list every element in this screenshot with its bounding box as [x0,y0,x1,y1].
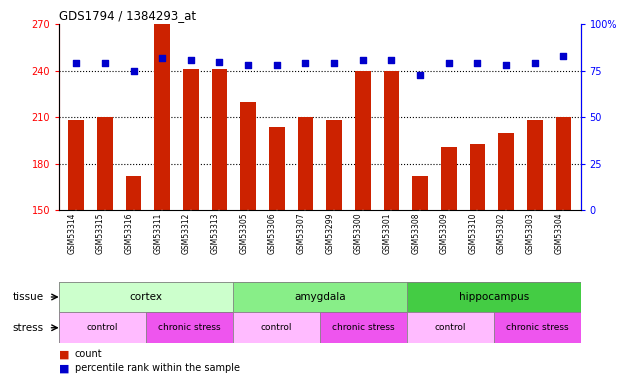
Bar [384,71,399,210]
Text: GSM53315: GSM53315 [96,212,105,254]
Bar [233,282,407,312]
Bar [97,117,113,210]
Point [214,58,224,64]
Bar [212,69,227,210]
Text: GSM53301: GSM53301 [383,212,391,254]
Bar [183,69,199,210]
Text: GSM53300: GSM53300 [354,212,363,254]
Bar [233,312,320,343]
Text: GSM53307: GSM53307 [296,212,306,254]
Text: control: control [261,323,292,332]
Point [100,60,110,66]
Text: tissue: tissue [12,292,43,302]
Text: GSM53312: GSM53312 [182,212,191,254]
Bar [146,312,233,343]
Text: GSM53313: GSM53313 [211,212,219,254]
Point [272,62,282,68]
Bar [407,312,494,343]
Text: hippocampus: hippocampus [458,292,529,302]
Point [243,62,253,68]
Text: chronic stress: chronic stress [332,323,394,332]
Text: percentile rank within the sample: percentile rank within the sample [75,363,240,373]
Bar [269,127,284,210]
Bar [59,312,146,343]
Text: GSM53316: GSM53316 [125,212,134,254]
Point [301,60,310,66]
Text: count: count [75,350,102,359]
Text: stress: stress [12,323,43,333]
Text: GSM53310: GSM53310 [468,212,478,254]
Bar [68,120,84,210]
Text: ■: ■ [59,350,70,359]
Text: GSM53309: GSM53309 [440,212,449,254]
Text: cortex: cortex [129,292,163,302]
Text: chronic stress: chronic stress [158,323,220,332]
Bar [469,144,486,210]
Point [473,60,483,66]
Point [501,62,511,68]
Text: control: control [87,323,118,332]
Bar [125,176,142,210]
Point [386,57,396,63]
Bar [498,133,514,210]
Point [358,57,368,63]
Text: GSM53304: GSM53304 [555,212,563,254]
Bar [556,117,571,210]
Bar [154,24,170,210]
Text: ■: ■ [59,363,70,373]
Point [415,72,425,78]
Bar [297,117,314,210]
Bar [527,120,543,210]
Point [157,55,167,61]
Bar [59,282,233,312]
Text: GSM53306: GSM53306 [268,212,277,254]
Bar [494,312,581,343]
Point [530,60,540,66]
Bar [320,312,407,343]
Point [329,60,339,66]
Text: GSM53308: GSM53308 [411,212,420,254]
Bar [412,176,428,210]
Text: GSM53303: GSM53303 [526,212,535,254]
Bar [326,120,342,210]
Text: GSM53314: GSM53314 [67,212,76,254]
Text: GSM53299: GSM53299 [325,212,334,254]
Text: GDS1794 / 1384293_at: GDS1794 / 1384293_at [59,9,196,22]
Bar [355,71,371,210]
Text: chronic stress: chronic stress [506,323,568,332]
Text: GSM53305: GSM53305 [239,212,248,254]
Point [71,60,81,66]
Point [558,53,568,59]
Point [444,60,454,66]
Bar [240,102,256,210]
Point [186,57,196,63]
Bar [407,282,581,312]
Text: GSM53311: GSM53311 [153,212,162,254]
Text: amygdala: amygdala [294,292,346,302]
Text: GSM53302: GSM53302 [497,212,506,254]
Bar [441,147,456,210]
Point [129,68,138,74]
Text: control: control [435,323,466,332]
